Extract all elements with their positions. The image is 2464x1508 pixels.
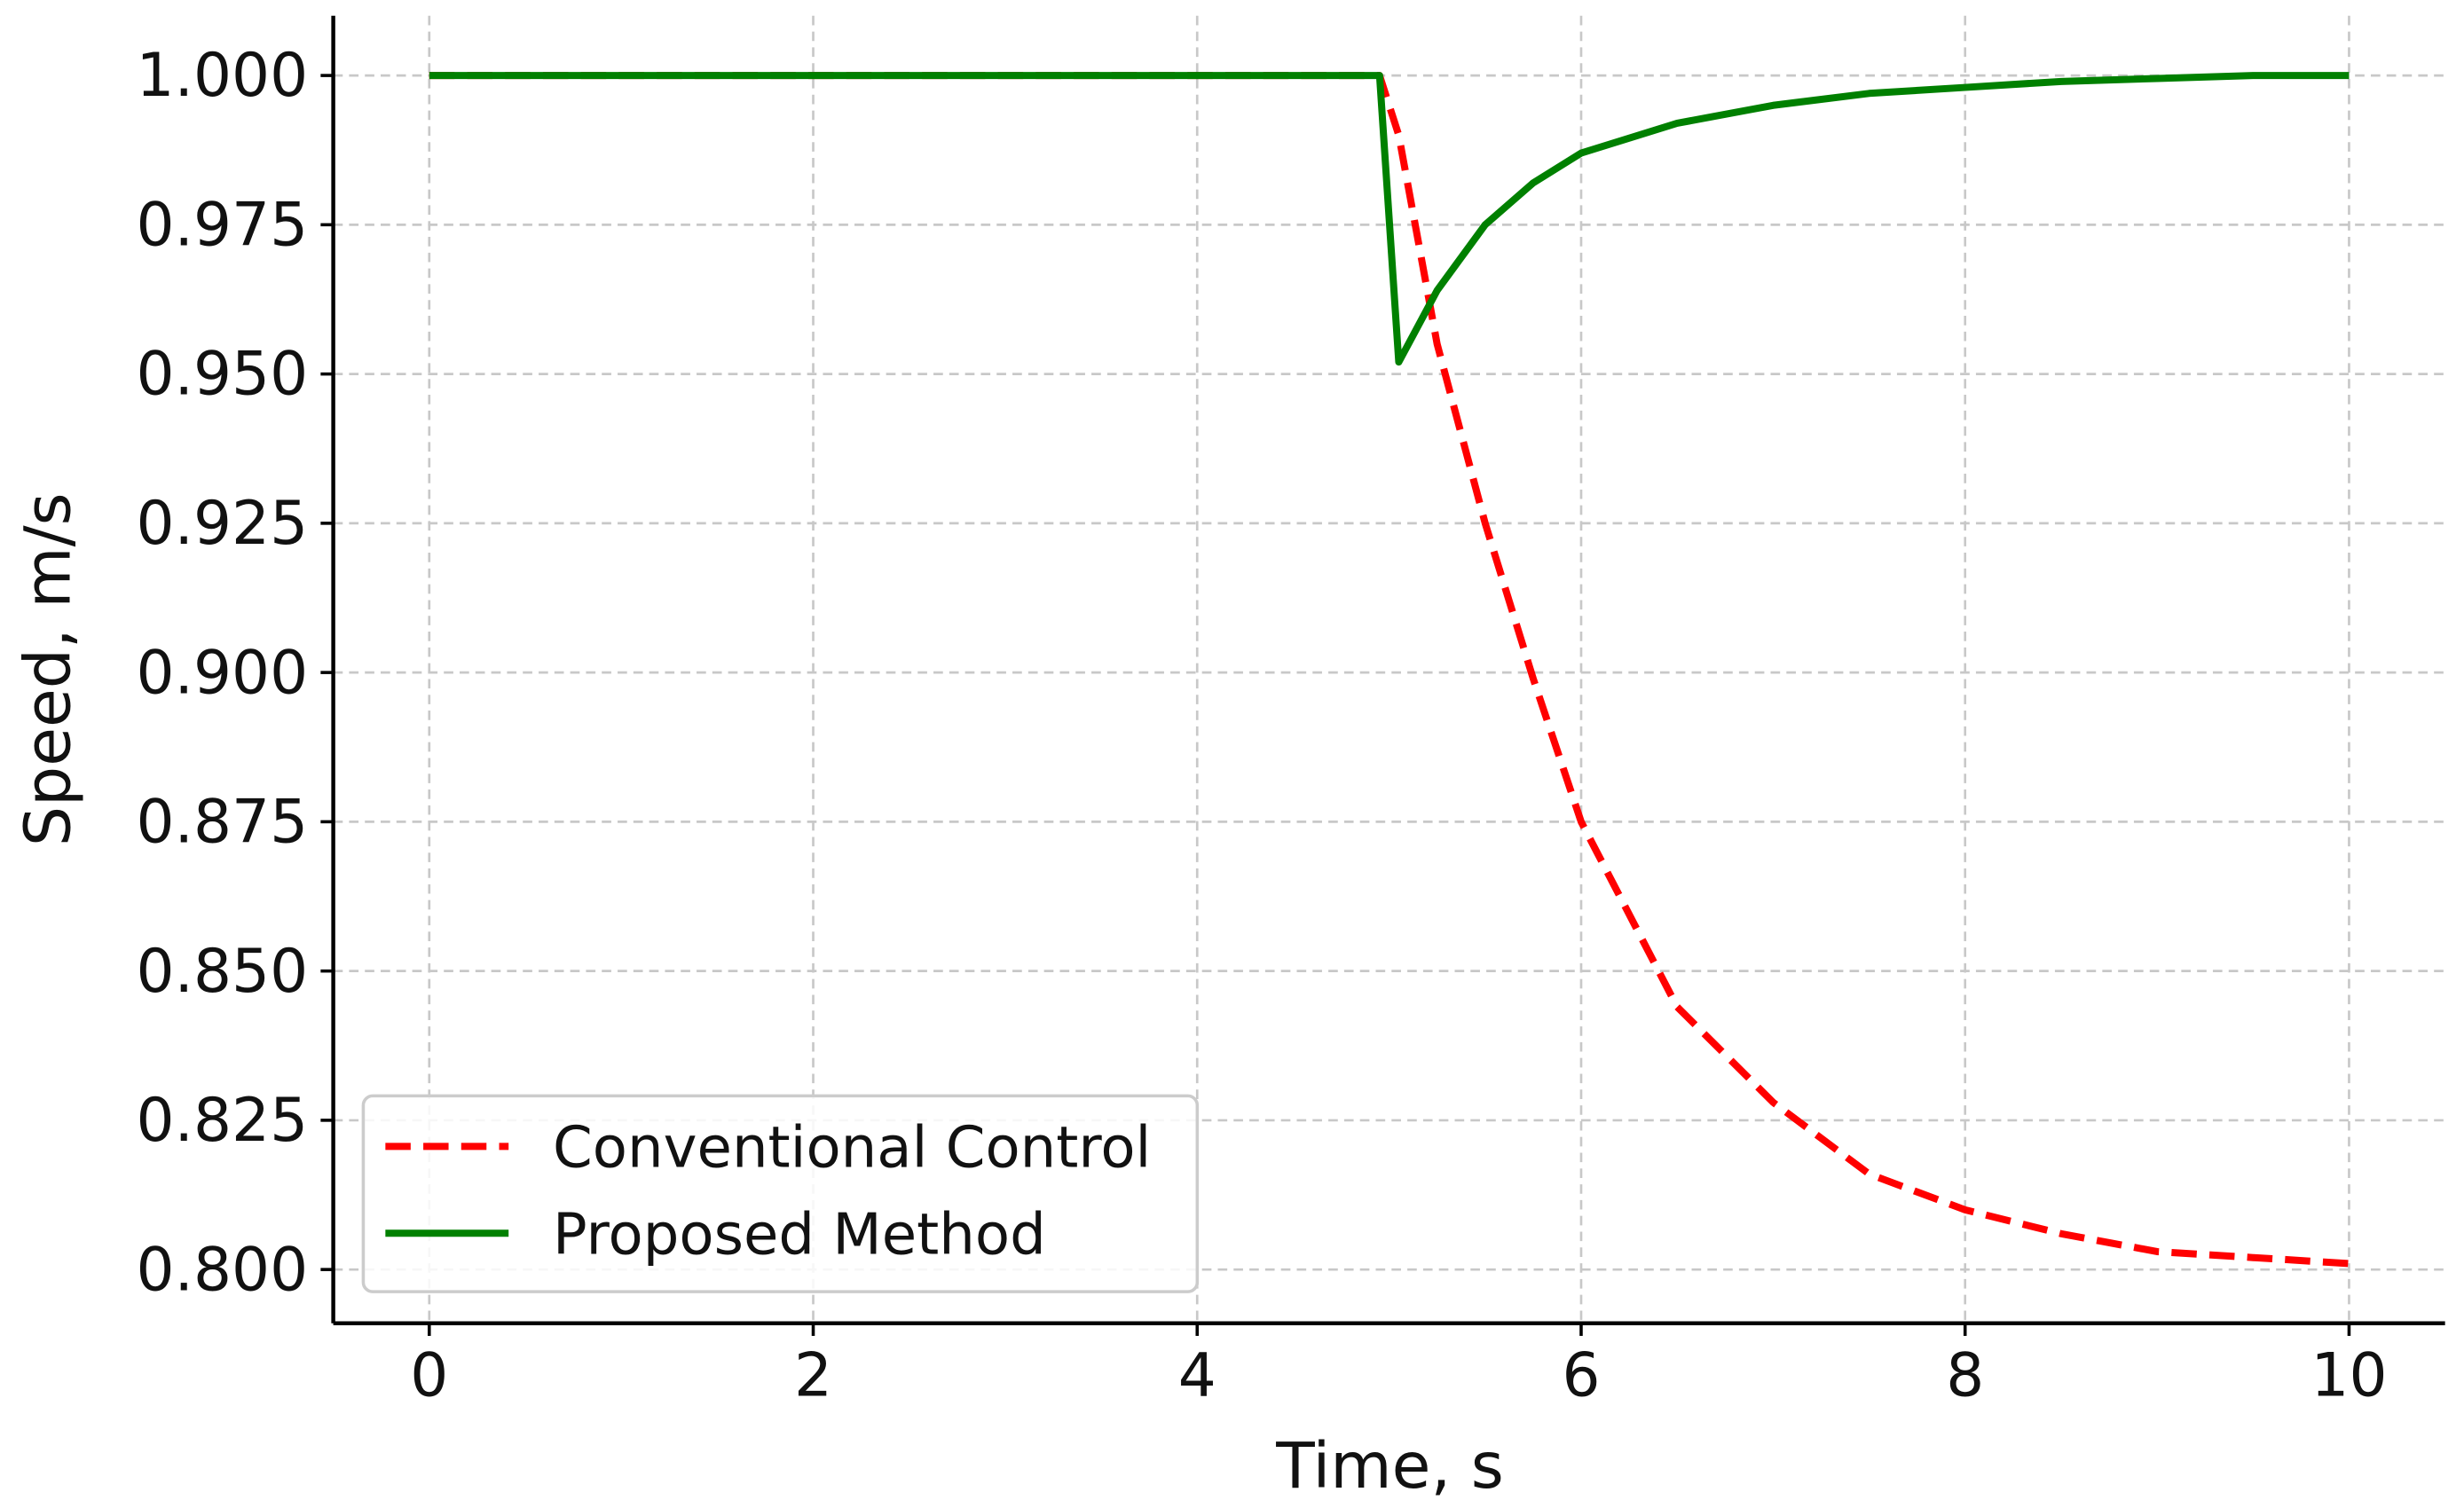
y-tick-label: 1.000 <box>137 40 309 110</box>
x-tick-label: 4 <box>1178 1340 1216 1410</box>
y-tick-label: 0.925 <box>137 488 309 558</box>
y-axis-label: Speed, m/s <box>11 492 84 846</box>
x-tick-label: 0 <box>410 1340 448 1410</box>
y-tick-label: 0.900 <box>137 637 309 707</box>
x-tick-label: 8 <box>1946 1340 1984 1410</box>
y-tick-label: 0.850 <box>137 936 309 1006</box>
x-axis-label: Time, s <box>1275 1429 1504 1503</box>
x-tick-label: 10 <box>2310 1340 2387 1410</box>
legend-label: Conventional Control <box>553 1115 1151 1181</box>
y-tick-label: 0.800 <box>137 1234 309 1304</box>
legend-label: Proposed Method <box>553 1202 1046 1268</box>
y-tick-label: 0.875 <box>137 787 309 857</box>
x-tick-label: 2 <box>794 1340 832 1410</box>
legend: Conventional Control Proposed Method <box>361 1094 1200 1293</box>
data-line <box>429 72 2350 1268</box>
data-line <box>429 72 2350 366</box>
legend-box <box>361 1094 1200 1293</box>
x-tick-label: 6 <box>1562 1340 1600 1410</box>
y-tick-label: 0.950 <box>137 339 309 409</box>
y-tick-label: 0.975 <box>137 190 309 260</box>
y-tick-label: 0.825 <box>137 1085 309 1155</box>
